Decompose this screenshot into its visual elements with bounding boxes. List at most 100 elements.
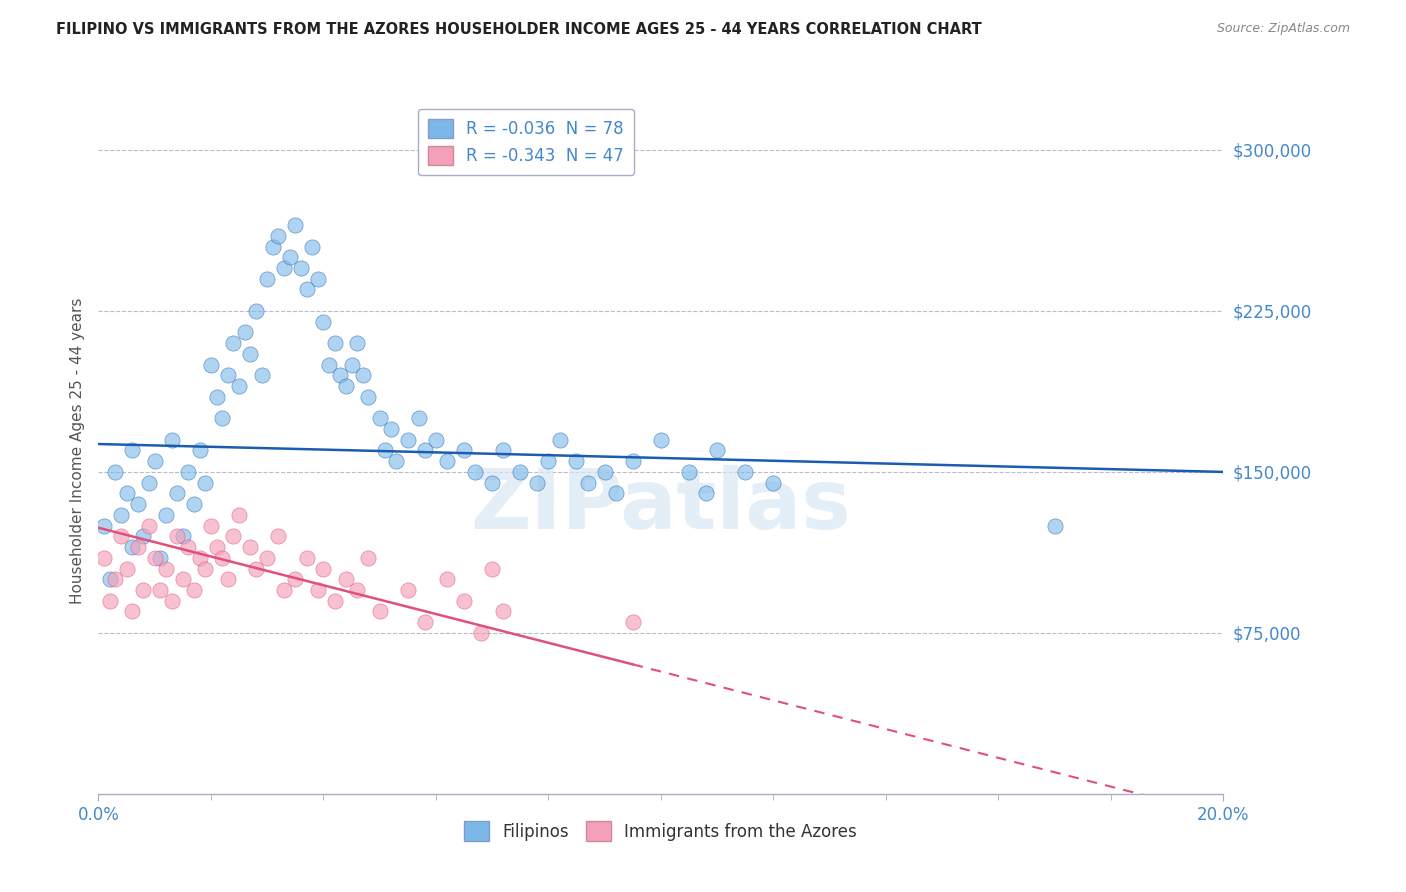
Point xyxy=(329,368,352,383)
Point xyxy=(115,561,138,575)
Point xyxy=(250,368,273,383)
Point xyxy=(695,486,717,500)
Point xyxy=(380,422,402,436)
Point xyxy=(374,443,396,458)
Point xyxy=(127,497,149,511)
Point xyxy=(352,368,374,383)
Point xyxy=(200,518,222,533)
Point xyxy=(301,239,323,253)
Point xyxy=(318,358,340,372)
Point xyxy=(396,433,419,447)
Point xyxy=(228,508,250,522)
Point xyxy=(217,368,239,383)
Point xyxy=(335,379,357,393)
Point xyxy=(340,358,363,372)
Point xyxy=(605,486,627,500)
Point xyxy=(481,475,503,490)
Point xyxy=(194,561,217,575)
Point xyxy=(593,465,616,479)
Point xyxy=(149,550,172,565)
Point xyxy=(323,593,346,607)
Point xyxy=(200,358,222,372)
Point xyxy=(110,508,132,522)
Point xyxy=(346,582,368,597)
Point xyxy=(121,443,143,458)
Point xyxy=(678,465,700,479)
Point xyxy=(177,540,200,554)
Point xyxy=(138,475,160,490)
Point xyxy=(121,540,143,554)
Point xyxy=(222,336,245,351)
Point xyxy=(160,593,183,607)
Point xyxy=(132,582,155,597)
Point xyxy=(492,604,515,618)
Point xyxy=(98,593,121,607)
Point xyxy=(149,582,172,597)
Point xyxy=(470,626,492,640)
Point xyxy=(481,561,503,575)
Point xyxy=(290,260,312,275)
Point xyxy=(211,411,233,425)
Point xyxy=(492,443,515,458)
Point xyxy=(425,433,447,447)
Point xyxy=(307,271,329,285)
Point xyxy=(172,572,194,586)
Point xyxy=(155,561,177,575)
Point xyxy=(734,465,756,479)
Point xyxy=(93,550,115,565)
Point xyxy=(110,529,132,543)
Point xyxy=(706,443,728,458)
Point xyxy=(211,550,233,565)
Point xyxy=(245,561,267,575)
Point xyxy=(245,304,267,318)
Point xyxy=(177,465,200,479)
Point xyxy=(194,475,217,490)
Text: ZIPatlas: ZIPatlas xyxy=(471,465,851,546)
Point xyxy=(295,550,318,565)
Point xyxy=(239,347,262,361)
Point xyxy=(143,550,166,565)
Point xyxy=(262,239,284,253)
Point xyxy=(295,283,318,297)
Point xyxy=(222,529,245,543)
Point xyxy=(138,518,160,533)
Y-axis label: Householder Income Ages 25 - 44 years: Householder Income Ages 25 - 44 years xyxy=(69,297,84,604)
Point xyxy=(155,508,177,522)
Point xyxy=(205,540,228,554)
Point xyxy=(368,604,391,618)
Point xyxy=(273,260,295,275)
Point xyxy=(132,529,155,543)
Point xyxy=(143,454,166,468)
Point xyxy=(239,540,262,554)
Point xyxy=(278,250,301,264)
Point xyxy=(335,572,357,586)
Point xyxy=(565,454,588,468)
Point xyxy=(385,454,408,468)
Point xyxy=(312,561,335,575)
Point xyxy=(453,593,475,607)
Point xyxy=(183,497,205,511)
Point xyxy=(537,454,560,468)
Text: FILIPINO VS IMMIGRANTS FROM THE AZORES HOUSEHOLDER INCOME AGES 25 - 44 YEARS COR: FILIPINO VS IMMIGRANTS FROM THE AZORES H… xyxy=(56,22,981,37)
Point xyxy=(267,228,290,243)
Point xyxy=(121,604,143,618)
Point xyxy=(436,572,458,586)
Point xyxy=(526,475,548,490)
Point xyxy=(273,582,295,597)
Point xyxy=(183,582,205,597)
Point xyxy=(323,336,346,351)
Point xyxy=(621,615,644,630)
Point xyxy=(127,540,149,554)
Point xyxy=(436,454,458,468)
Point xyxy=(1043,518,1066,533)
Point xyxy=(188,443,211,458)
Legend: Filipinos, Immigrants from the Azores: Filipinos, Immigrants from the Azores xyxy=(458,814,863,847)
Point xyxy=(621,454,644,468)
Point xyxy=(217,572,239,586)
Point xyxy=(256,550,278,565)
Point xyxy=(284,218,307,232)
Point xyxy=(256,271,278,285)
Point xyxy=(548,433,571,447)
Point xyxy=(160,433,183,447)
Point xyxy=(166,529,188,543)
